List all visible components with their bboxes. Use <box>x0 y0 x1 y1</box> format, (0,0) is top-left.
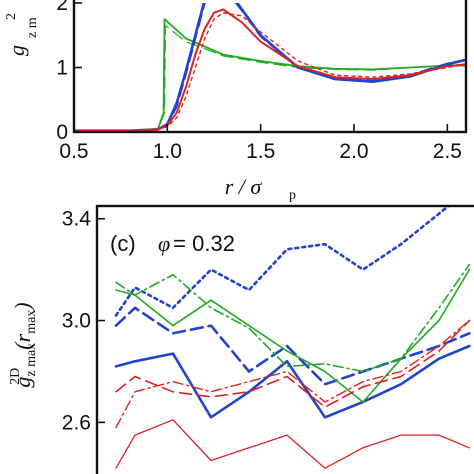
panel-b-xtick-label: 1.0 <box>153 140 182 163</box>
c-ylabel-arg-sub: max <box>24 310 39 334</box>
panel-b-ylabel-main: g <box>4 45 29 56</box>
panel-c-ylabel-text: gz max2D (rmax) <box>8 302 39 387</box>
panel-b-ylabel-sub: z m <box>25 17 40 38</box>
panel-c-series-4 <box>115 263 471 373</box>
c-ylabel-close: ) <box>10 302 35 311</box>
phi-symbol: φ <box>158 231 170 256</box>
panel-b-xtick-label: 2.0 <box>339 140 368 163</box>
panel-c-ylabel: gz max2D (rmax) <box>8 302 39 387</box>
panel-b-series-2 <box>74 3 466 132</box>
panel-b-series-1 <box>74 25 466 132</box>
panel-c-series-7 <box>115 419 471 469</box>
panel-b-series-5 <box>74 12 466 132</box>
panel-b-xtick-label: 1.5 <box>246 140 275 163</box>
panel-c-frame <box>95 204 474 474</box>
panel-b-xtick-label: 0.5 <box>59 140 88 163</box>
panel-b-xtick-label: 2.5 <box>433 140 462 163</box>
c-ylabel-sup: 2D <box>8 368 23 385</box>
panel-b-ylabel-sup: 2 <box>4 13 19 20</box>
c-ylabel-sub: z max <box>24 343 39 377</box>
panel-b-xlabel-main: r / σ <box>225 174 263 199</box>
c-ylabel-main: g <box>10 377 35 388</box>
panel-c-series-3 <box>115 268 471 403</box>
panel-b-series-3 <box>74 3 466 132</box>
panel-b-frame <box>72 0 468 134</box>
phi-value: = 0.32 <box>173 231 235 256</box>
panel-b-series-group <box>74 3 466 132</box>
panel-c-annotation: (c) <box>110 231 136 256</box>
panel-c: 3.4 3.0 2.6 (c) φ = 0.32 gz max2D (rmax) <box>8 204 474 474</box>
panel-c-series-1 <box>114 306 471 386</box>
panel-c-ytick-label: 2.6 <box>62 411 91 434</box>
panel-b-ytick-label: 1 <box>56 57 68 80</box>
panel-c-series-group <box>114 206 471 469</box>
panel-b-xlabel: r / σ p <box>225 174 296 203</box>
panel-b-ytick-label: 2 <box>56 0 68 15</box>
panel-c-ytick-label: 3.4 <box>62 208 92 231</box>
panel-c-series-0 <box>114 206 451 317</box>
panel-b-series-4 <box>74 8 466 132</box>
c-ylabel-arg: (r <box>10 333 35 349</box>
panel-b-ylabel: g z m 2 <box>4 13 40 56</box>
panel-b-xlabel-sub: p <box>289 188 296 203</box>
panel-b: 0.5 1.0 1.5 2.0 2.5 0 1 2 g z m 2 r / σ p <box>4 0 468 203</box>
panel-c-series-2 <box>114 344 471 419</box>
panel-c-ytick-label: 3.0 <box>62 310 91 333</box>
panel-c-series-5 <box>115 319 471 408</box>
panel-b-ticks: 0.5 1.0 1.5 2.0 2.5 0 1 2 <box>56 0 462 163</box>
panel-c-ticks: 3.4 3.0 2.6 <box>62 208 105 434</box>
panel-c-phi: φ = 0.32 <box>158 231 235 256</box>
panel-b-ytick-label: 0 <box>56 121 68 144</box>
panel-c-series-6 <box>115 319 471 429</box>
